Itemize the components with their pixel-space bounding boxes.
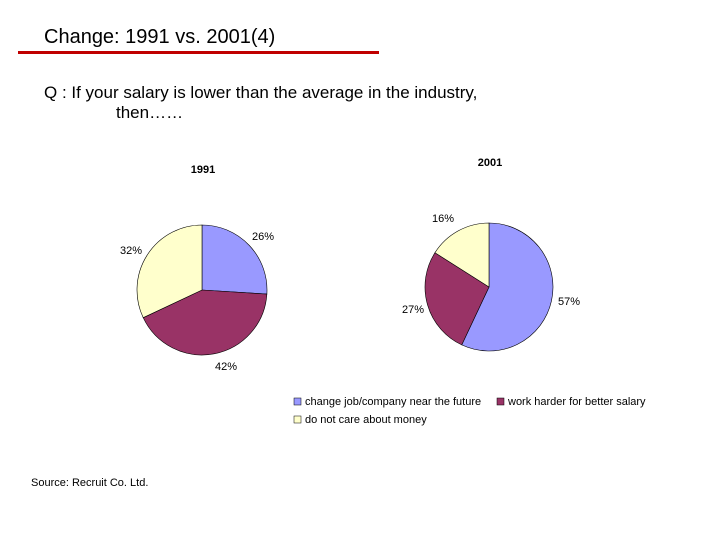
data-label-2001-2: 16% (432, 213, 454, 225)
legend-label-0: change job/company near the future (305, 396, 481, 408)
data-label-1991-0: 26% (252, 231, 274, 243)
pie-slice-1991-0 (201, 224, 268, 295)
source-note: Source: Recruit Co. Ltd. (31, 477, 149, 489)
pie-slice-1991-1 (142, 289, 268, 356)
legend-swatch-1 (496, 397, 505, 406)
slide-title: Change: 1991 vs. 2001(4) (44, 26, 276, 48)
pie-slice-2001-2 (434, 222, 490, 288)
question-line-2: then…… (116, 103, 184, 122)
question-line-1: Q : If your salary is lower than the ave… (44, 83, 478, 102)
legend-label-2: do not care about money (305, 414, 427, 426)
pie-slice-2001-0 (461, 222, 554, 352)
legend-label-1: work harder for better salary (507, 396, 646, 408)
pie-slice-2001-1 (424, 252, 490, 346)
data-label-2001-1: 27% (402, 304, 424, 316)
data-label-1991-1: 42% (215, 361, 237, 373)
question-text: Q : If your salary is lower than the ave… (44, 83, 477, 123)
data-label-1991-2: 32% (120, 245, 142, 257)
pie-title-2001: 2001 (478, 157, 502, 169)
title-rule (18, 51, 379, 54)
data-label-2001-0: 57% (558, 296, 580, 308)
legend-swatch-0 (293, 397, 302, 406)
legend: change job/company near the future work h… (293, 396, 646, 426)
pie-slice-1991-2 (136, 224, 203, 319)
pie-title-1991: 1991 (191, 164, 215, 176)
legend-swatch-2 (293, 415, 302, 424)
